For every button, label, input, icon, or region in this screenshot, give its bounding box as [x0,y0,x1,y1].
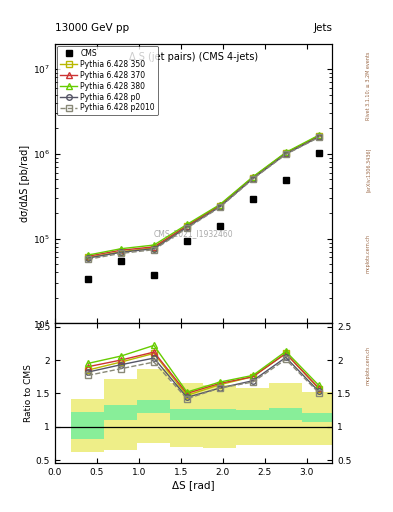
Pythia 6.428 p2010 [283,152,288,158]
Pythia 6.428 380 [250,174,255,180]
Pythia 6.428 p0 [86,255,90,261]
CMS [217,223,222,229]
Text: [arXiv:1306.3436]: [arXiv:1306.3436] [365,147,371,191]
Y-axis label: Ratio to CMS: Ratio to CMS [24,365,33,422]
Pythia 6.428 p0 [250,176,255,182]
Pythia 6.428 370 [185,223,189,229]
Pythia 6.428 380 [316,132,321,138]
Pythia 6.428 380 [119,246,123,252]
Line: Pythia 6.428 370: Pythia 6.428 370 [85,133,321,259]
Pythia 6.428 350 [250,175,255,181]
CMS [152,272,156,279]
Pythia 6.428 350 [119,249,123,255]
Pythia 6.428 p2010 [250,176,255,182]
Line: Pythia 6.428 380: Pythia 6.428 380 [85,133,321,258]
Line: Pythia 6.428 p0: Pythia 6.428 p0 [85,134,321,261]
Pythia 6.428 350 [185,223,189,229]
Pythia 6.428 380 [217,202,222,208]
Text: CMS_2021_I1932460: CMS_2021_I1932460 [154,229,233,239]
X-axis label: ΔS [rad]: ΔS [rad] [172,480,215,490]
Pythia 6.428 380 [86,252,90,258]
CMS [316,150,321,156]
Line: Pythia 6.428 p2010: Pythia 6.428 p2010 [85,135,321,262]
Pythia 6.428 350 [86,254,90,261]
Text: 13000 GeV pp: 13000 GeV pp [55,23,129,33]
Pythia 6.428 p0 [185,224,189,230]
CMS [119,258,123,264]
Pythia 6.428 380 [283,150,288,156]
Pythia 6.428 350 [283,150,288,156]
Text: mcplots.cern.ch: mcplots.cern.ch [365,346,371,385]
Pythia 6.428 p0 [119,249,123,255]
Pythia 6.428 p2010 [217,204,222,210]
Pythia 6.428 350 [152,245,156,251]
CMS [250,196,255,202]
CMS [86,276,90,283]
Text: Jets: Jets [313,23,332,33]
Pythia 6.428 p0 [283,151,288,157]
Pythia 6.428 p2010 [86,256,90,262]
Pythia 6.428 p0 [217,204,222,210]
Pythia 6.428 p2010 [119,250,123,257]
CMS [185,238,189,244]
Pythia 6.428 380 [152,242,156,248]
Pythia 6.428 370 [250,174,255,180]
Pythia 6.428 370 [217,202,222,208]
Text: Rivet 3.1.10; ≥ 3.2M events: Rivet 3.1.10; ≥ 3.2M events [365,51,371,120]
Pythia 6.428 380 [185,221,189,227]
Pythia 6.428 370 [316,133,321,139]
Text: mcplots.cern.ch: mcplots.cern.ch [365,234,371,273]
Pythia 6.428 350 [316,133,321,139]
CMS [283,177,288,183]
Y-axis label: dσ/dΔS [pb/rad]: dσ/dΔS [pb/rad] [20,145,30,222]
Legend: CMS, Pythia 6.428 350, Pythia 6.428 370, Pythia 6.428 380, Pythia 6.428 p0, Pyth: CMS, Pythia 6.428 350, Pythia 6.428 370,… [57,46,158,116]
Pythia 6.428 p2010 [316,134,321,140]
Pythia 6.428 p2010 [185,225,189,231]
Pythia 6.428 370 [283,150,288,156]
Pythia 6.428 p2010 [152,247,156,253]
Pythia 6.428 p0 [316,134,321,140]
Text: Δ S (jet pairs) (CMS 4-jets): Δ S (jet pairs) (CMS 4-jets) [129,52,258,62]
Line: Pythia 6.428 350: Pythia 6.428 350 [85,133,321,260]
Pythia 6.428 370 [119,247,123,253]
Pythia 6.428 350 [217,203,222,209]
Line: CMS: CMS [85,150,322,283]
Pythia 6.428 370 [152,244,156,250]
Pythia 6.428 370 [86,253,90,259]
Pythia 6.428 p0 [152,246,156,252]
